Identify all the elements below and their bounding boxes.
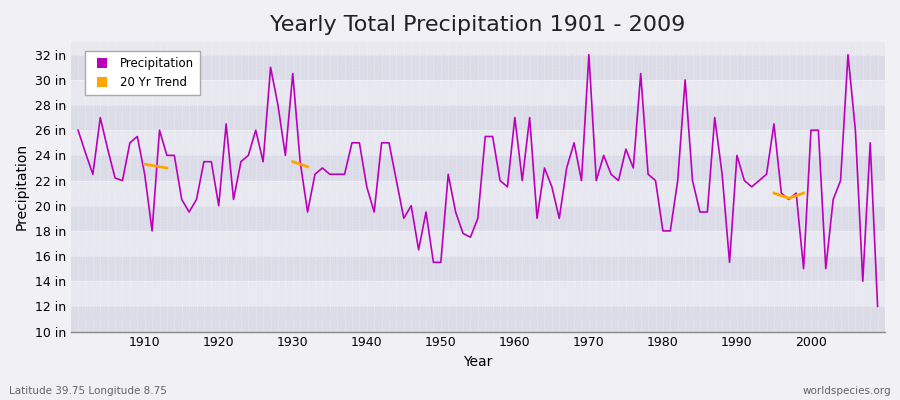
X-axis label: Year: Year <box>464 355 492 369</box>
Bar <box>71 180 885 206</box>
Bar <box>71 281 885 306</box>
Bar <box>71 80 885 105</box>
Text: worldspecies.org: worldspecies.org <box>803 386 891 396</box>
Legend: Precipitation, 20 Yr Trend: Precipitation, 20 Yr Trend <box>85 51 200 95</box>
Bar <box>71 55 885 80</box>
Bar <box>71 155 885 180</box>
Bar <box>71 306 885 332</box>
Title: Yearly Total Precipitation 1901 - 2009: Yearly Total Precipitation 1901 - 2009 <box>270 15 686 35</box>
Bar <box>71 105 885 130</box>
Bar <box>71 231 885 256</box>
Bar <box>71 206 885 231</box>
Text: Latitude 39.75 Longitude 8.75: Latitude 39.75 Longitude 8.75 <box>9 386 166 396</box>
Bar <box>71 256 885 281</box>
Bar <box>71 130 885 155</box>
Y-axis label: Precipitation: Precipitation <box>15 143 29 230</box>
